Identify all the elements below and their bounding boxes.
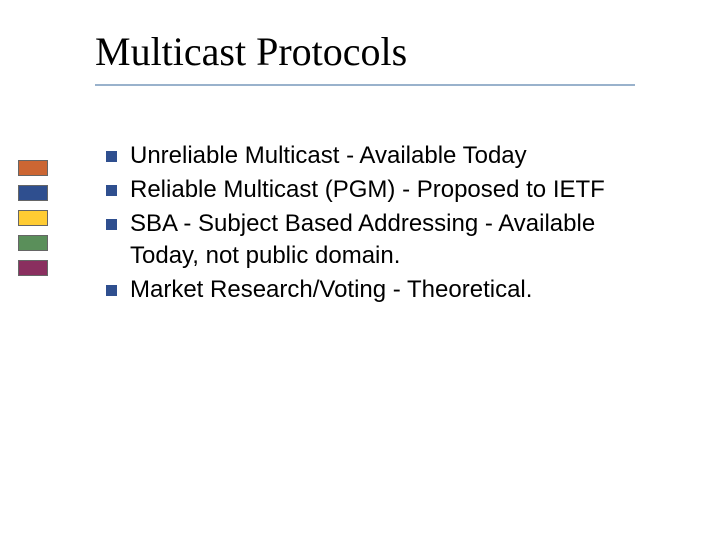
list-item: Market Research/Voting - Theoretical. <box>130 274 650 306</box>
side-block <box>18 210 48 226</box>
slide: Multicast Protocols Unreliable Multicast… <box>0 0 720 540</box>
list-item-text: SBA - Subject Based Addressing - Availab… <box>130 208 650 272</box>
square-bullet-icon <box>106 219 117 230</box>
list-item: Reliable Multicast (PGM) - Proposed to I… <box>130 174 650 206</box>
square-bullet-icon <box>106 185 117 196</box>
list-item-text: Market Research/Voting - Theoretical. <box>130 274 650 306</box>
side-block <box>18 160 48 176</box>
square-bullet-icon <box>106 151 117 162</box>
list-item-text: Unreliable Multicast - Available Today <box>130 140 650 172</box>
title-underline <box>95 84 635 86</box>
side-block <box>18 235 48 251</box>
square-bullet-icon <box>106 285 117 296</box>
bullet-list: Unreliable Multicast - Available TodayRe… <box>130 140 650 308</box>
list-item-text: Reliable Multicast (PGM) - Proposed to I… <box>130 174 650 206</box>
side-block <box>18 185 48 201</box>
list-item: SBA - Subject Based Addressing - Availab… <box>130 208 650 272</box>
list-item: Unreliable Multicast - Available Today <box>130 140 650 172</box>
slide-title: Multicast Protocols <box>95 28 407 75</box>
side-block <box>18 260 48 276</box>
